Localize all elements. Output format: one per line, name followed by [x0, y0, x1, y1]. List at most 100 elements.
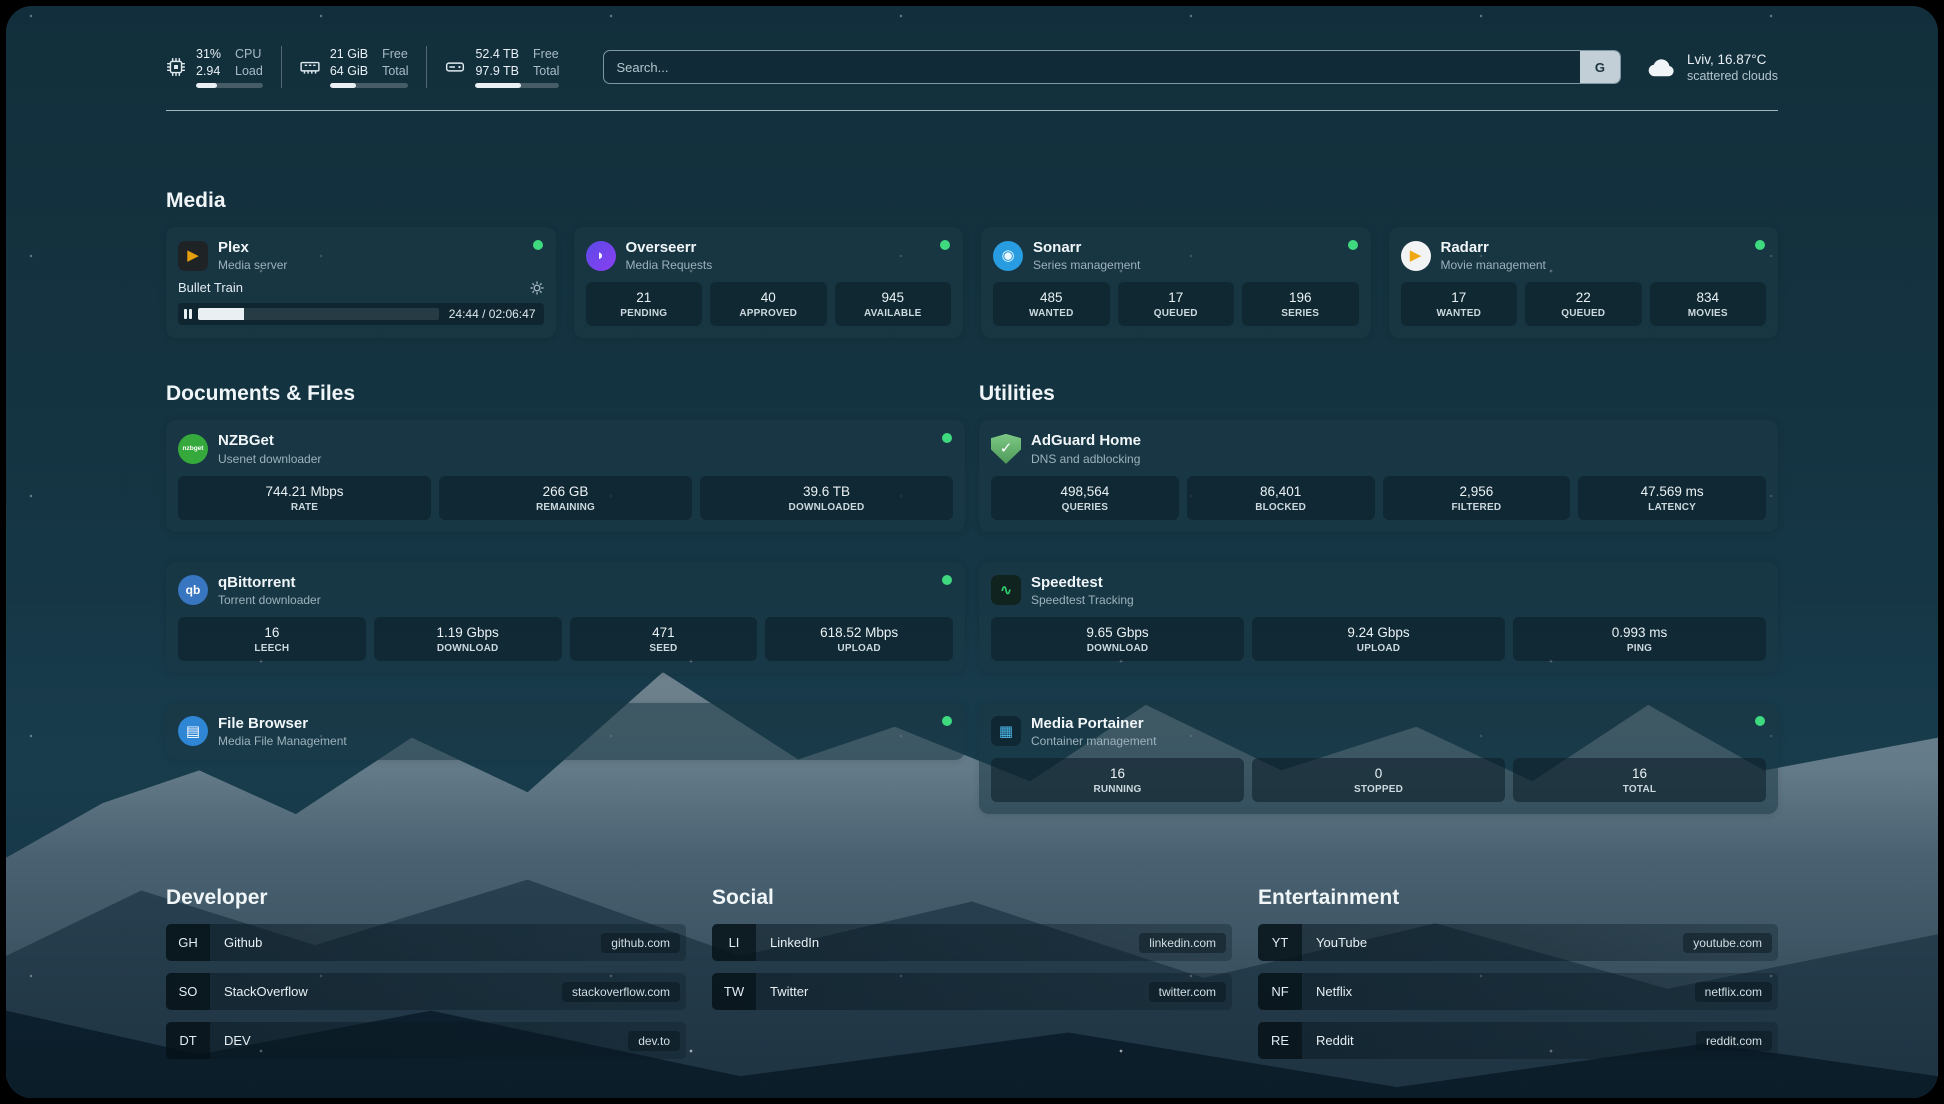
- stat-downloaded: 39.6 TB DOWNLOADED: [700, 475, 953, 520]
- service-name: Radarr: [1440, 239, 1489, 256]
- section-entertainment: Entertainment YT YouTube youtube.com NF …: [1258, 886, 1778, 1071]
- service-card-speedtest[interactable]: ∿ Speedtest Speedtest Tracking 9.65 Gbps…: [979, 561, 1778, 673]
- bookmark-github[interactable]: GH Github github.com: [166, 924, 686, 961]
- plex-player-bar: 24:44 / 02:06:47: [178, 303, 544, 326]
- speedtest-icon: ∿: [991, 575, 1021, 606]
- nzbget-icon: nzbget: [178, 433, 208, 464]
- bookmark-netflix[interactable]: NF Netflix netflix.com: [1258, 973, 1778, 1010]
- service-card-nzbget[interactable]: nzbget NZBGet Usenet downloader 744.21 M…: [166, 420, 965, 532]
- filebrowser-icon: ▤: [178, 716, 208, 747]
- service-card-filebrowser[interactable]: ▤ File Browser Media File Management: [166, 702, 965, 760]
- stat-movies: 834 MOVIES: [1649, 282, 1766, 327]
- service-subtitle: Movie management: [1440, 258, 1546, 273]
- resource-disk: 52.4 TB 97.9 TB Free Total: [426, 45, 577, 89]
- pause-icon[interactable]: [184, 309, 192, 320]
- stat-value: 266 GB: [542, 483, 589, 499]
- stat-value: 618.52 Mbps: [820, 624, 899, 640]
- service-card-overseerr[interactable]: ◗ Overseerr Media Requests 21 PENDING 40: [573, 227, 963, 339]
- bookmark-name: DEV: [224, 1033, 251, 1048]
- status-online-dot: [1755, 240, 1765, 250]
- service-card-portainer[interactable]: ▦ Media Portainer Container management 1…: [979, 702, 1778, 814]
- section-title-documents: Documents & Files: [166, 382, 356, 406]
- dashboard-content: 31% 2.94 CPU Load: [6, 6, 1938, 1098]
- adguard-shield-icon: ✓: [991, 433, 1021, 464]
- service-card-qbittorrent[interactable]: qb qBittorrent Torrent downloader 16 LEE…: [166, 561, 965, 673]
- stat-pending: 21 PENDING: [585, 282, 702, 327]
- bookmark-youtube[interactable]: YT YouTube youtube.com: [1258, 924, 1778, 961]
- bookmark-linkedin[interactable]: LI LinkedIn linkedin.com: [712, 924, 1232, 961]
- stat-value: 16: [264, 624, 280, 640]
- service-card-adguard[interactable]: ✓ AdGuard Home DNS and adblocking 498,56…: [979, 420, 1778, 532]
- section-title-entertainment: Entertainment: [1258, 886, 1400, 909]
- plex-icon: ▶: [178, 240, 208, 271]
- overseerr-icon: ◗: [585, 240, 616, 271]
- stat-queued: 22 QUEUED: [1525, 282, 1642, 327]
- bookmark-name: Github: [224, 935, 263, 950]
- service-card-radarr[interactable]: ▶ Radarr Movie management 17 WANTED 22: [1388, 227, 1778, 339]
- bookmark-url: linkedin.com: [1139, 932, 1226, 953]
- stat-value: 21: [636, 290, 652, 306]
- bookmark-abbr: TW: [712, 973, 756, 1010]
- memory-progress-bar: [329, 83, 409, 89]
- bookmark-twitter[interactable]: TW Twitter twitter.com: [712, 973, 1232, 1010]
- stat-label: SERIES: [1281, 308, 1320, 320]
- memory-free-label: Free: [382, 46, 408, 61]
- cloud-icon: [1647, 56, 1677, 78]
- search-provider-button[interactable]: G: [1579, 51, 1620, 83]
- bookmark-dev[interactable]: DT DEV dev.to: [166, 1022, 686, 1059]
- service-subtitle: Usenet downloader: [218, 451, 322, 466]
- stat-value: 9.65 Gbps: [1086, 624, 1149, 640]
- bookmark-abbr: SO: [166, 973, 210, 1010]
- bookmark-url: youtube.com: [1683, 932, 1772, 953]
- memory-total-value: 64 GiB: [329, 63, 369, 78]
- service-card-sonarr[interactable]: ◉ Sonarr Series management 485 WANTED 17: [981, 227, 1371, 339]
- stat-value: 39.6 TB: [802, 483, 851, 499]
- playback-progress-bar[interactable]: [198, 308, 439, 321]
- stat-value: 498,564: [1060, 483, 1110, 499]
- stat-queued: 17 QUEUED: [1117, 282, 1234, 327]
- bookmark-stackoverflow[interactable]: SO StackOverflow stackoverflow.com: [166, 973, 686, 1010]
- status-online-dot: [942, 433, 952, 444]
- stat-label: UPLOAD: [1356, 642, 1401, 654]
- resource-memory: 21 GiB 64 GiB Free Total: [280, 45, 427, 89]
- stat-label: QUERIES: [1061, 501, 1109, 513]
- search-input[interactable]: [604, 59, 1580, 75]
- stat-seed: 471 SEED: [569, 616, 758, 661]
- service-card-plex[interactable]: ▶ Plex Media server Bullet Train: [166, 227, 556, 339]
- status-online-dot: [940, 240, 950, 250]
- disk-total-label: Total: [533, 63, 560, 78]
- section-social: Social LI LinkedIn linkedin.com TW Twitt…: [712, 886, 1232, 1071]
- section-title-social: Social: [712, 886, 774, 909]
- qbittorrent-icon: qb: [178, 575, 208, 606]
- stat-rate: 744.21 Mbps RATE: [178, 475, 431, 520]
- stat-label: LEECH: [254, 642, 290, 654]
- cpu-load-label: Load: [235, 63, 263, 78]
- service-subtitle: Speedtest Tracking: [1031, 592, 1134, 607]
- memory-icon: [300, 57, 320, 77]
- disk-progress-bar: [475, 83, 560, 89]
- stat-remaining: 266 GB REMAINING: [439, 475, 692, 520]
- weather-condition: scattered clouds: [1686, 68, 1778, 83]
- search-bar: G: [603, 50, 1621, 84]
- stat-label: WANTED: [1436, 308, 1482, 320]
- service-name: NZBGet: [218, 432, 274, 450]
- stat-approved: 40 APPROVED: [710, 282, 827, 327]
- disk-free-label: Free: [533, 46, 559, 61]
- stat-label: TOTAL: [1622, 784, 1657, 795]
- stat-label: DOWNLOADED: [788, 501, 865, 513]
- status-online-dot: [942, 715, 952, 726]
- gear-icon[interactable]: [530, 281, 544, 295]
- service-subtitle: Media server: [218, 258, 288, 273]
- service-name: AdGuard Home: [1031, 432, 1142, 450]
- stat-download: 9.65 Gbps DOWNLOAD: [991, 616, 1244, 661]
- stat-label: BLOCKED: [1255, 501, 1307, 513]
- bookmark-name: StackOverflow: [224, 984, 308, 999]
- service-name: qBittorrent: [218, 573, 296, 591]
- stat-value: 17: [1451, 290, 1467, 306]
- stat-label: WANTED: [1028, 308, 1074, 320]
- bookmark-name: LinkedIn: [770, 935, 820, 950]
- bookmark-abbr: LI: [712, 924, 756, 961]
- bookmark-reddit[interactable]: RE Reddit reddit.com: [1258, 1022, 1778, 1059]
- stat-value: 16: [1631, 766, 1648, 781]
- stat-wanted: 485 WANTED: [993, 282, 1110, 327]
